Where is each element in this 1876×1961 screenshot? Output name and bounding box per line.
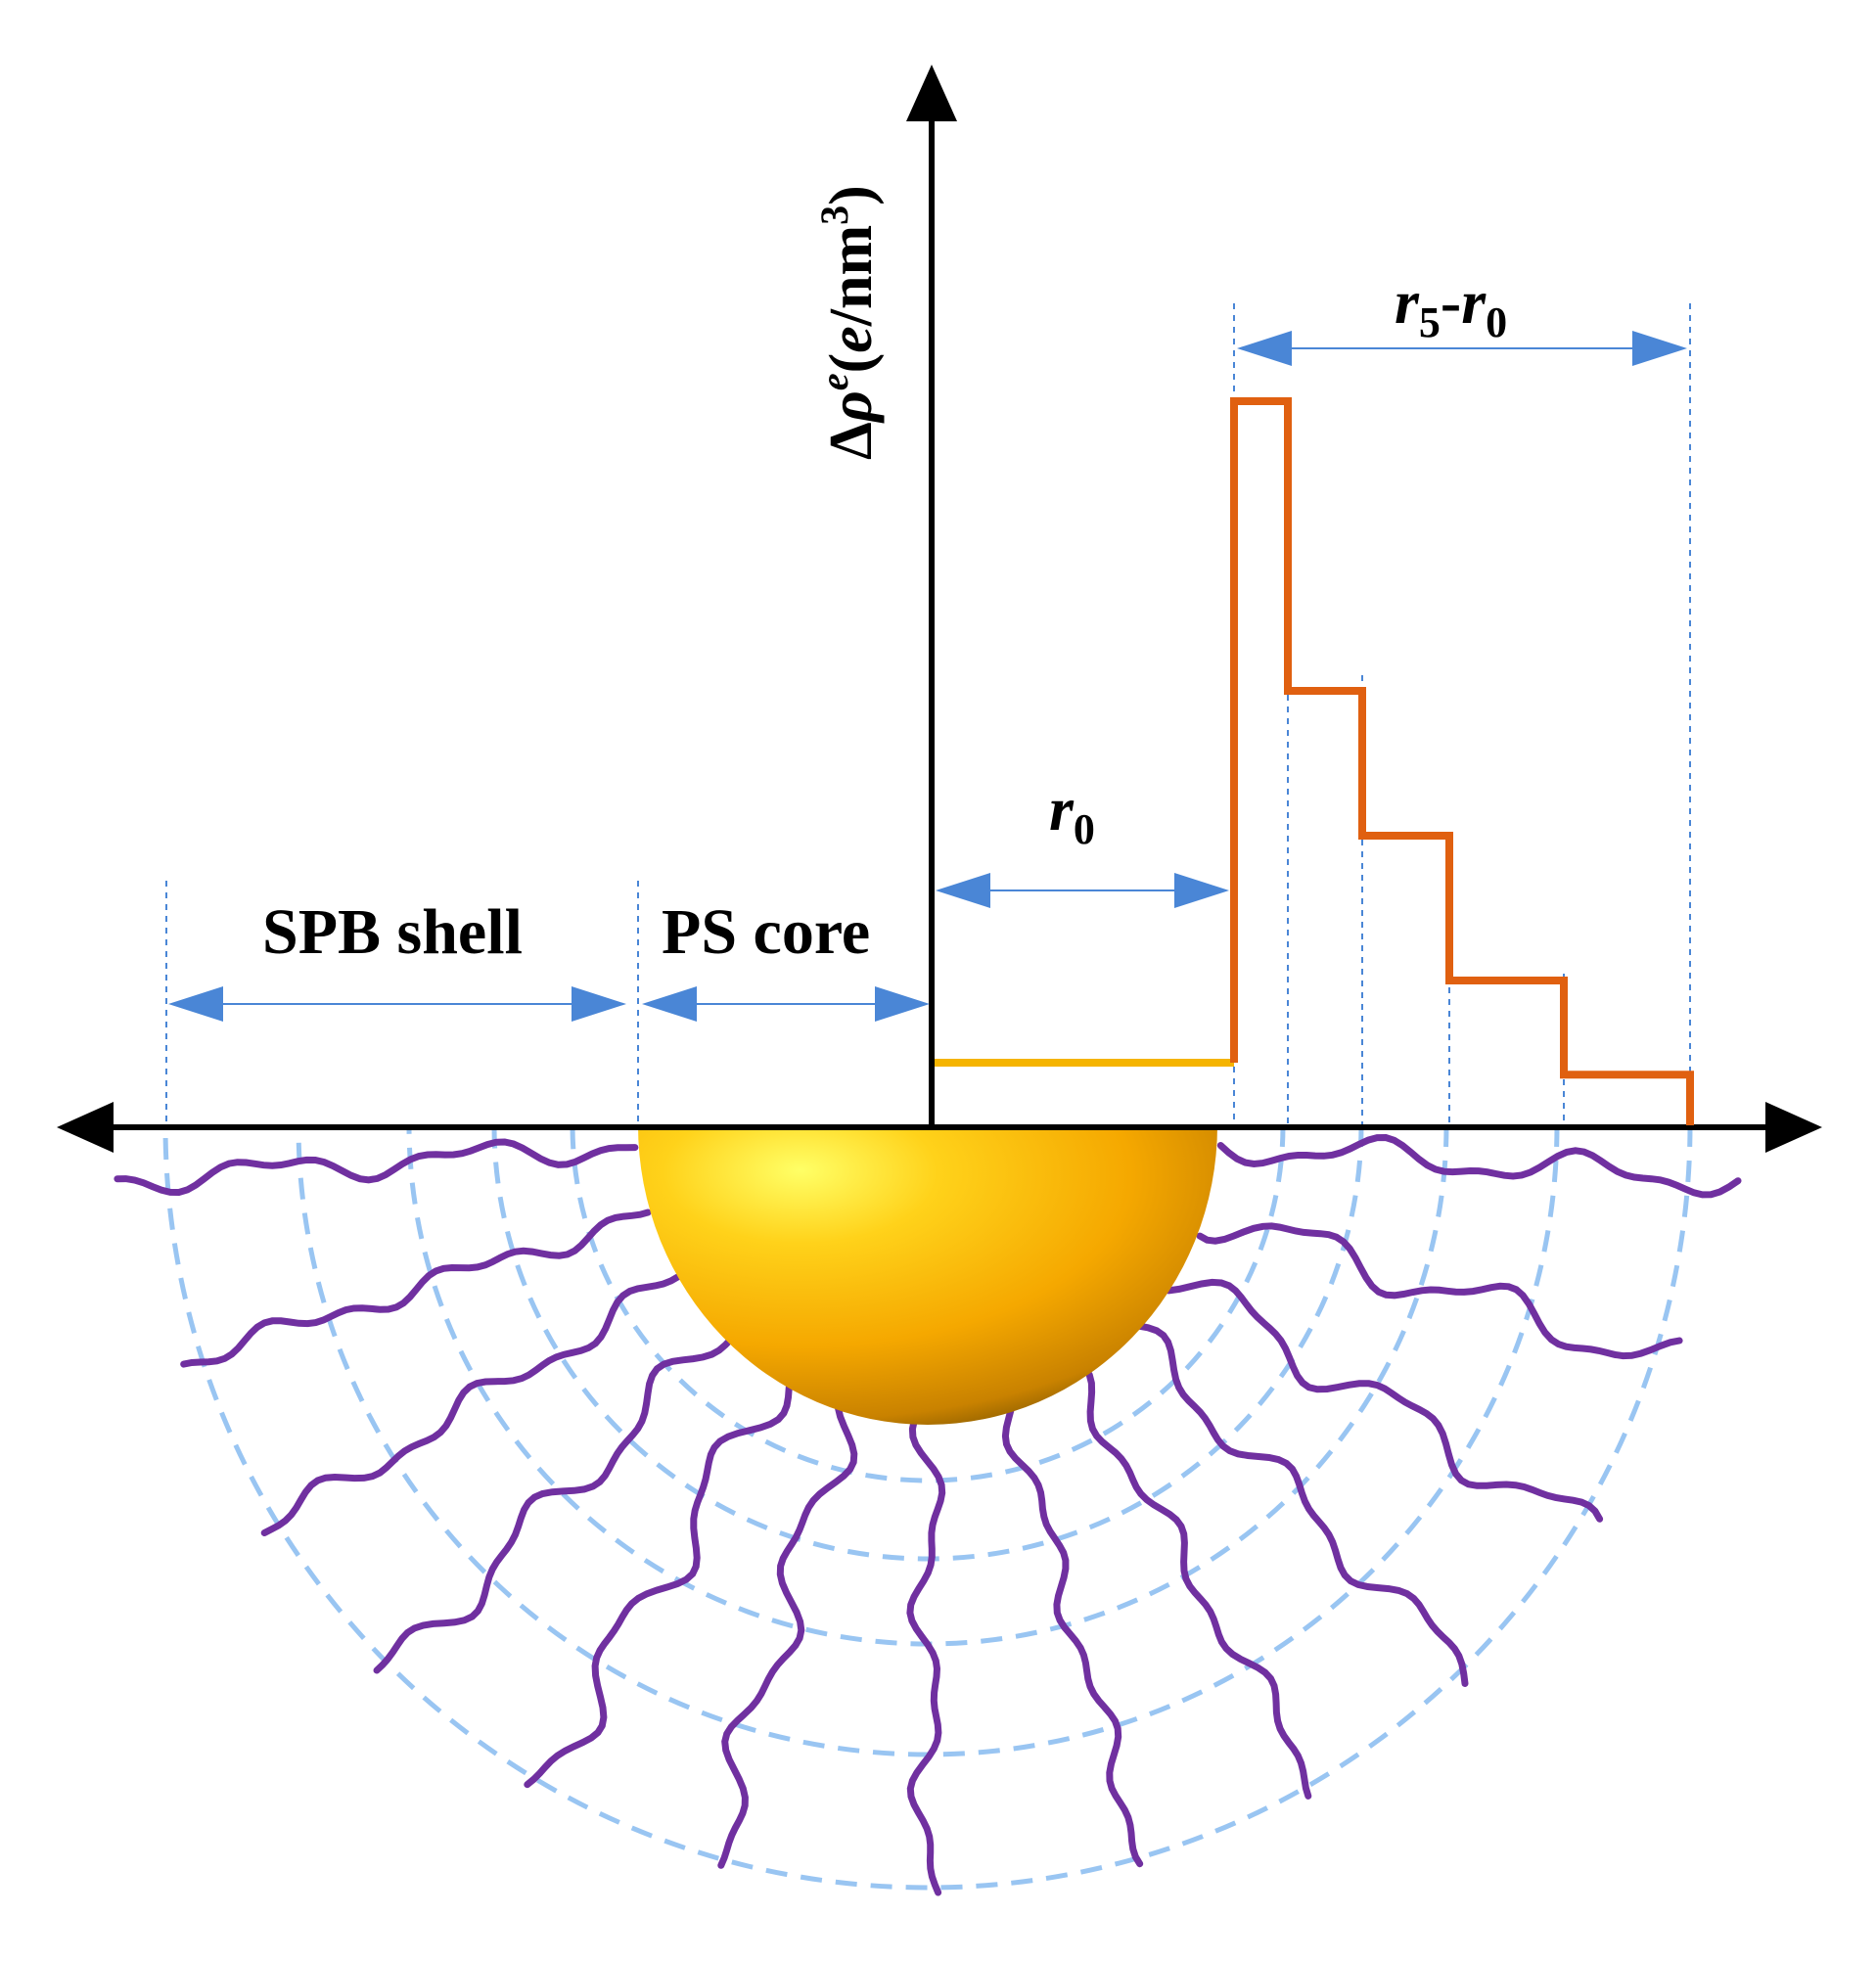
arrowhead-right-icon — [572, 986, 626, 1022]
ps-core-sphere-icon — [638, 1125, 1217, 1425]
ps-core-arrow — [642, 986, 930, 1022]
polymer-chains — [114, 1133, 1742, 1896]
y-axis-label: Δρe(e/nm3) — [812, 185, 885, 460]
polymer-chain-icon — [373, 1336, 735, 1674]
r5-r0-arrow — [1237, 331, 1687, 366]
polymer-chain-icon — [180, 1209, 652, 1368]
guide-lines — [165, 303, 1691, 1125]
polymer-chain-icon — [906, 1409, 946, 1896]
polymer-chain-icon — [1165, 1278, 1604, 1523]
polymer-chain-icon — [1001, 1397, 1144, 1868]
arrowhead-right-icon — [1174, 873, 1229, 908]
arrowhead-left-icon — [1237, 331, 1292, 366]
polymer-chain-icon — [1216, 1133, 1742, 1199]
polymer-chain-icon — [524, 1376, 794, 1789]
polymer-chain-icon — [260, 1273, 682, 1536]
ps-core-label: PS core — [662, 896, 870, 968]
arrowhead-right-icon — [875, 986, 930, 1022]
shell-density-step-line — [1230, 397, 1694, 1125]
labels: Δρe(e/nm3) r5-r0 r0 SPB shell PS core — [262, 185, 1507, 968]
polymer-chain-icon — [1196, 1222, 1683, 1360]
r0-arrow — [936, 873, 1229, 908]
r0-label: r0 — [1049, 774, 1095, 853]
density-profile — [935, 397, 1694, 1125]
x-axis-right-arrow-icon — [1765, 1102, 1822, 1153]
y-axis-arrow-icon — [906, 65, 957, 121]
shell-ring-2-icon — [491, 1127, 1364, 1562]
polymer-chain-icon — [1081, 1364, 1312, 1800]
axes — [57, 65, 1822, 1153]
arrowhead-left-icon — [936, 873, 990, 908]
arrowhead-left-icon — [642, 986, 697, 1022]
dimension-arrows — [168, 331, 1687, 1022]
spb-shell-label: SPB shell — [262, 896, 523, 968]
spb-shell-arrow — [168, 986, 626, 1022]
polymer-chain-icon — [1134, 1322, 1469, 1687]
r5-r0-label: r5-r0 — [1395, 267, 1507, 346]
polymer-chain-icon — [114, 1138, 639, 1197]
polymer-chain-icon — [717, 1395, 858, 1869]
arrowhead-left-icon — [168, 986, 223, 1022]
arrowhead-right-icon — [1632, 331, 1687, 366]
x-axis-left-arrow-icon — [57, 1102, 114, 1153]
